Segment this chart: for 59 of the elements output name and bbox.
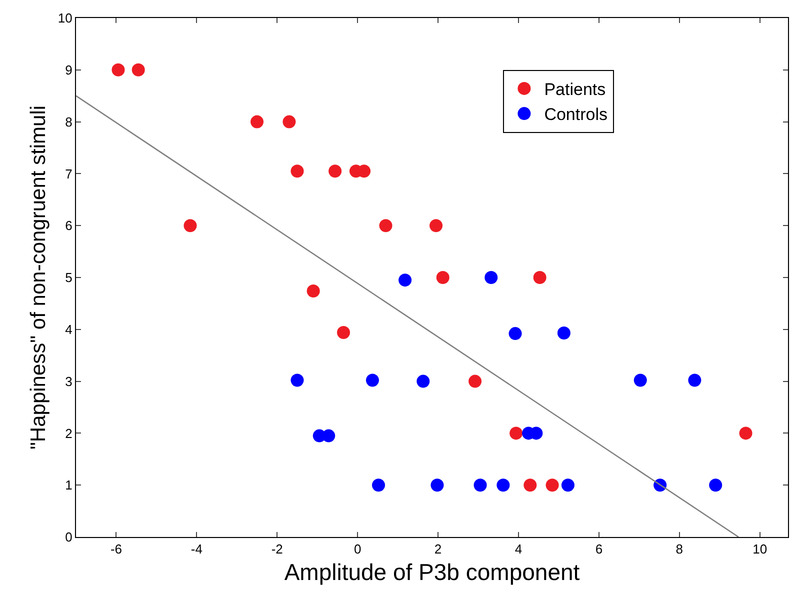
- point: [358, 164, 371, 178]
- point: [416, 374, 430, 388]
- legend-label: Patients: [544, 80, 606, 100]
- y-tick-label: 1: [65, 478, 72, 493]
- x-tick-label: 6: [595, 542, 603, 557]
- point: [282, 115, 296, 128]
- point: [739, 426, 752, 440]
- point: [557, 326, 570, 340]
- legend-label: Controls: [544, 105, 608, 124]
- y-tick-label: 10: [58, 10, 72, 26]
- point: [132, 63, 145, 76]
- point: [112, 63, 125, 76]
- x-tick-label: -6: [110, 542, 122, 557]
- y-tick-label: 9: [65, 62, 72, 78]
- point: [524, 478, 537, 492]
- point: [634, 374, 647, 387]
- y-tick-label: 2: [65, 426, 72, 441]
- y-tick-label: 0: [65, 530, 72, 545]
- point: [474, 478, 487, 492]
- point: [436, 271, 450, 284]
- point: [430, 219, 443, 232]
- y-tick-label: 7: [65, 166, 72, 182]
- y-tick-label: 8: [65, 114, 72, 130]
- x-tick-label: 8: [676, 542, 684, 557]
- point: [379, 219, 392, 232]
- x-axis-title: Amplitude of P3b component: [284, 559, 580, 586]
- point: [290, 374, 304, 387]
- point: [430, 478, 444, 492]
- point: [290, 164, 304, 178]
- y-axis-title: "Happiness" of non-congruent stimuli: [27, 105, 50, 450]
- point: [322, 429, 336, 442]
- y-tick-label: 6: [65, 218, 72, 234]
- point: [250, 115, 264, 128]
- point: [468, 374, 482, 388]
- point: [372, 478, 385, 492]
- x-tick-label: -2: [271, 542, 283, 557]
- point: [184, 219, 197, 232]
- x-tick-label: 2: [434, 542, 442, 557]
- x-tick-label: 4: [514, 542, 522, 557]
- y-tick-label: 3: [65, 374, 72, 389]
- point: [306, 284, 320, 298]
- x-tick-label: 10: [752, 542, 768, 557]
- point: [484, 271, 498, 284]
- x-tick-label: 0: [354, 542, 362, 557]
- point: [688, 374, 702, 387]
- x-tick-label: -4: [190, 542, 202, 557]
- point: [510, 426, 523, 440]
- point: [533, 271, 546, 284]
- point: [398, 274, 412, 287]
- point: [546, 478, 559, 492]
- point: [328, 164, 342, 178]
- point: [709, 478, 722, 492]
- point: [337, 326, 350, 340]
- point: [496, 478, 510, 492]
- point: [561, 478, 574, 492]
- point: [508, 327, 522, 340]
- y-tick-label: 5: [65, 270, 72, 286]
- point: [366, 374, 379, 387]
- y-tick-label: 4: [65, 322, 72, 337]
